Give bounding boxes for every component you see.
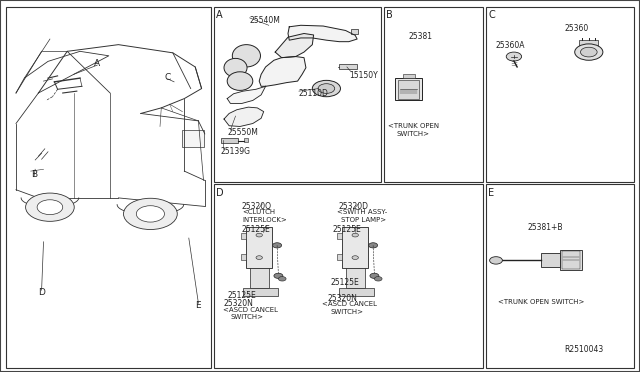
Circle shape <box>136 206 164 222</box>
Text: B: B <box>31 170 37 179</box>
Text: 25360: 25360 <box>564 24 589 33</box>
Polygon shape <box>259 57 306 86</box>
Bar <box>403 74 415 78</box>
Bar <box>214 184 483 368</box>
Circle shape <box>312 80 340 97</box>
Text: <TRUNK OPEN SWITCH>: <TRUNK OPEN SWITCH> <box>498 299 584 305</box>
Text: SWITCH>: SWITCH> <box>230 314 264 320</box>
Bar <box>241 254 246 260</box>
Bar <box>241 233 246 239</box>
Text: <CLUTCH: <CLUTCH <box>242 209 275 215</box>
Polygon shape <box>227 86 266 103</box>
Text: 25125E: 25125E <box>242 225 271 234</box>
Bar <box>339 64 357 69</box>
Text: A: A <box>94 59 100 68</box>
Bar <box>395 78 422 100</box>
Bar <box>384 7 483 182</box>
Bar <box>398 80 419 99</box>
Text: 15150Y: 15150Y <box>349 71 378 80</box>
Text: 25320N: 25320N <box>223 299 253 308</box>
Circle shape <box>370 273 379 278</box>
Text: 25320D: 25320D <box>339 202 369 211</box>
Circle shape <box>580 47 597 57</box>
Bar <box>342 227 368 268</box>
Text: 25320Q: 25320Q <box>242 202 272 211</box>
Polygon shape <box>275 33 314 58</box>
Circle shape <box>318 84 335 93</box>
Circle shape <box>352 233 358 237</box>
Text: C: C <box>164 73 171 82</box>
Text: 25360A: 25360A <box>496 41 525 50</box>
Text: B: B <box>386 10 393 20</box>
Circle shape <box>256 256 262 260</box>
Bar <box>250 268 269 288</box>
Text: SWITCH>: SWITCH> <box>396 131 429 137</box>
Ellipse shape <box>232 45 260 67</box>
Circle shape <box>506 52 522 61</box>
Text: 25381: 25381 <box>408 32 433 41</box>
Ellipse shape <box>224 58 247 77</box>
Text: A: A <box>216 10 223 20</box>
Bar <box>246 227 272 268</box>
Polygon shape <box>288 25 357 42</box>
Bar <box>243 288 278 296</box>
Text: 25550M: 25550M <box>228 128 259 137</box>
Circle shape <box>575 44 603 60</box>
Bar <box>214 7 381 182</box>
Bar <box>486 184 634 368</box>
Text: <SWITH ASSY-: <SWITH ASSY- <box>337 209 388 215</box>
Circle shape <box>352 256 358 260</box>
Text: 25125E: 25125E <box>333 225 362 234</box>
Bar <box>182 130 204 147</box>
Bar <box>337 254 342 260</box>
Circle shape <box>273 243 282 248</box>
Text: 25540M: 25540M <box>250 16 280 25</box>
Bar <box>351 29 358 34</box>
Bar <box>579 40 598 48</box>
Text: 25320N: 25320N <box>327 294 357 303</box>
Bar <box>562 251 580 269</box>
Text: E: E <box>196 301 201 310</box>
Bar <box>244 138 248 142</box>
Bar <box>541 253 560 267</box>
Circle shape <box>124 198 177 230</box>
Bar <box>337 233 342 239</box>
Text: 25110D: 25110D <box>299 89 329 98</box>
Text: INTERLOCK>: INTERLOCK> <box>242 217 287 222</box>
Circle shape <box>274 273 283 278</box>
Circle shape <box>374 276 382 281</box>
Bar <box>221 138 238 143</box>
Bar <box>339 288 374 296</box>
Bar <box>346 268 365 288</box>
Circle shape <box>369 243 378 248</box>
Text: D: D <box>38 288 45 296</box>
Text: R2510043: R2510043 <box>564 345 604 354</box>
Text: STOP LAMP>: STOP LAMP> <box>341 217 387 222</box>
Bar <box>6 7 211 368</box>
Text: D: D <box>216 188 224 198</box>
Circle shape <box>256 233 262 237</box>
Circle shape <box>26 193 74 221</box>
Text: <ASCD CANCEL: <ASCD CANCEL <box>322 301 377 307</box>
Circle shape <box>490 257 502 264</box>
Ellipse shape <box>227 72 253 90</box>
Text: 25381+B: 25381+B <box>528 223 563 232</box>
Bar <box>560 250 582 270</box>
Text: <ASCD CANCEL: <ASCD CANCEL <box>223 307 278 313</box>
Text: 25125E: 25125E <box>228 291 257 300</box>
Bar <box>486 7 634 182</box>
Circle shape <box>37 200 63 215</box>
Text: E: E <box>488 188 495 198</box>
Text: C: C <box>488 10 495 20</box>
Polygon shape <box>224 107 264 126</box>
Text: <TRUNK OPEN: <TRUNK OPEN <box>388 123 440 129</box>
Circle shape <box>278 276 286 281</box>
Text: 25139G: 25139G <box>221 147 251 156</box>
Text: 25125E: 25125E <box>330 278 359 287</box>
Text: SWITCH>: SWITCH> <box>331 309 364 315</box>
